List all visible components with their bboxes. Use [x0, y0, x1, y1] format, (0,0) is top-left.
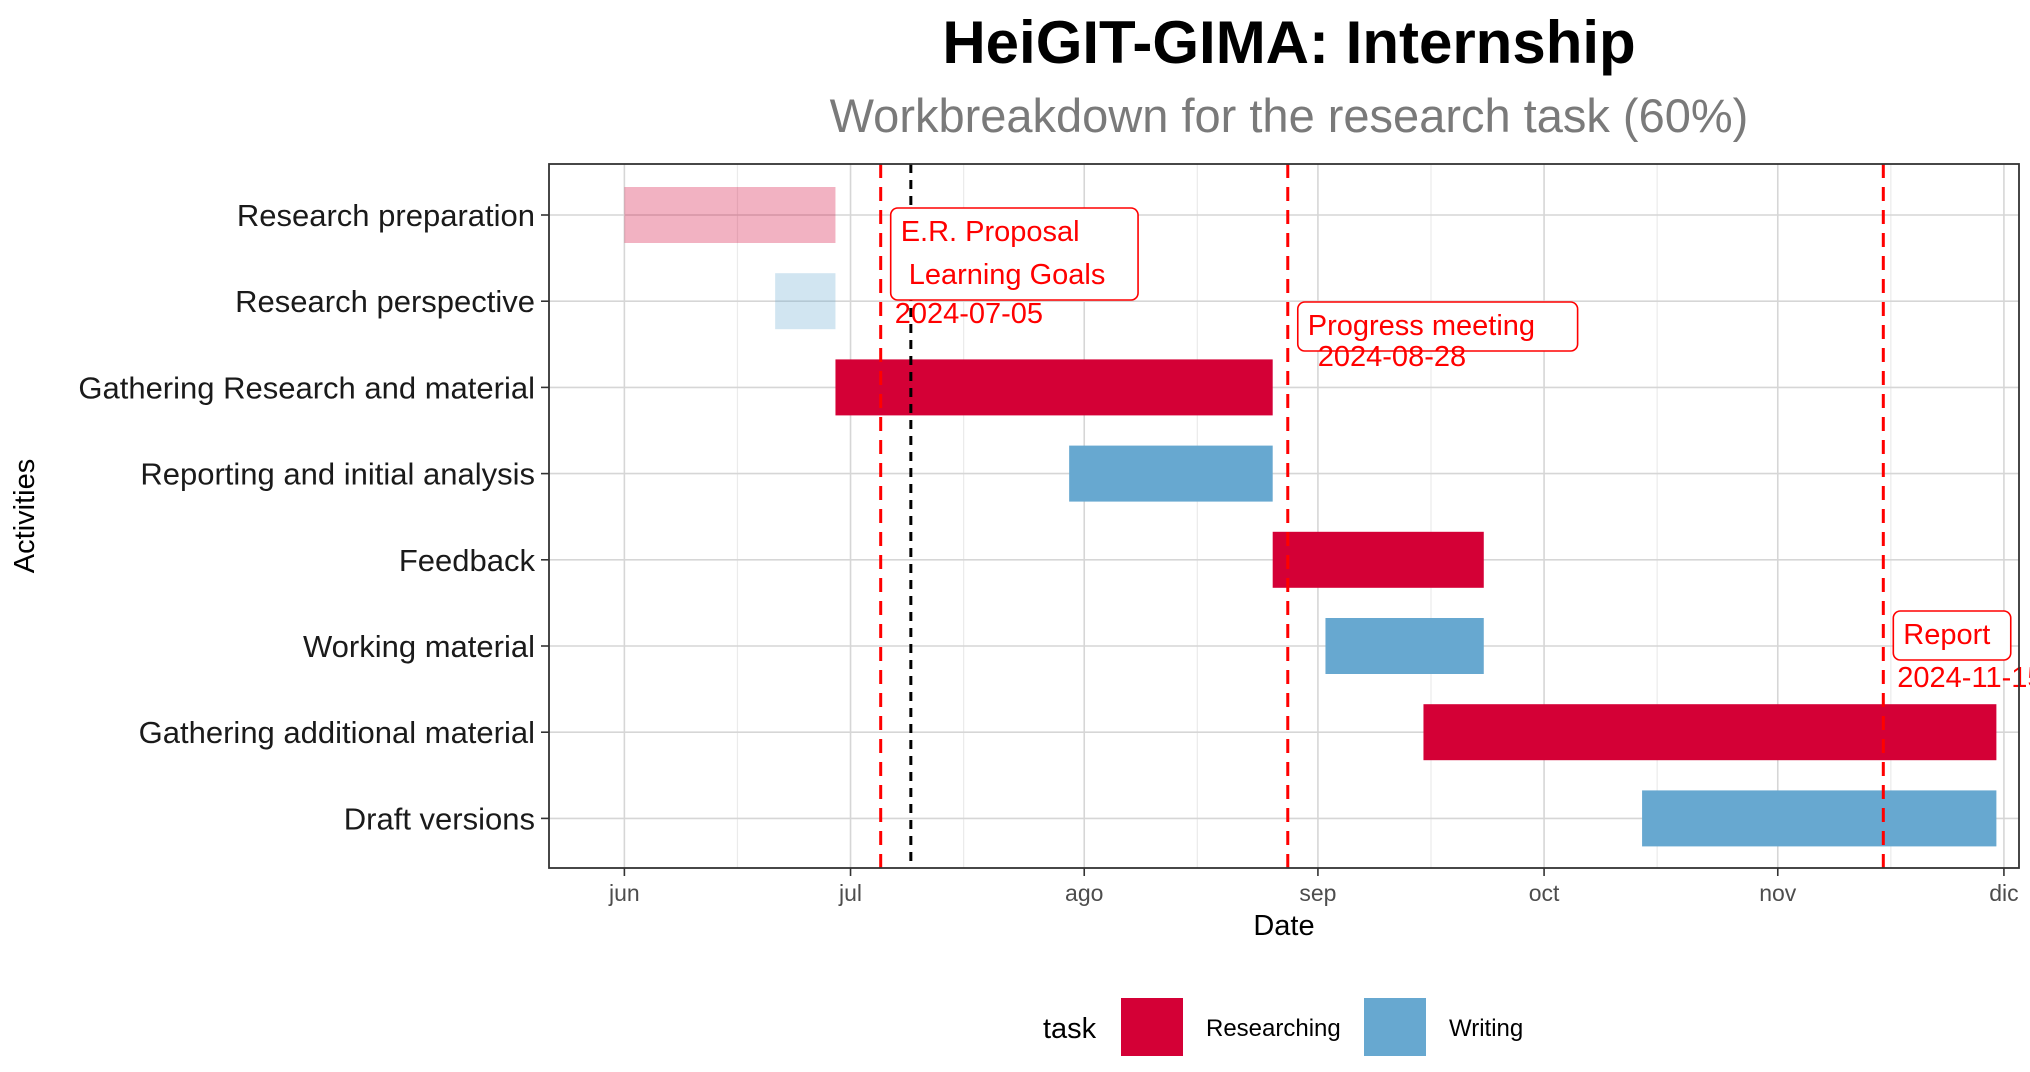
y-tick-label: Gathering Research and material — [78, 370, 535, 405]
legend-label: Writing — [1449, 1015, 1523, 1042]
gantt-bar — [835, 359, 1273, 416]
y-tick-label: Reporting and initial analysis — [140, 457, 535, 492]
milestone-date-label: 2024-07-05 — [895, 298, 1043, 330]
gantt-bar — [624, 187, 836, 243]
y-axis-title: Activities — [9, 459, 41, 573]
chart-subtitle: Workbreakdown for the research task (60%… — [829, 89, 1749, 142]
gantt-bar — [1325, 618, 1484, 674]
y-tick-label: Gathering additional material — [139, 715, 535, 750]
x-tick-label: jul — [838, 880, 862, 906]
x-tick-label: sep — [1299, 880, 1336, 906]
milestone-date-label: 2024-11-15 — [1897, 662, 2030, 694]
x-tick-label: jun — [608, 880, 640, 906]
legend-title: task — [1043, 1013, 1097, 1045]
legend-key — [1121, 998, 1183, 1056]
y-tick-label: Draft versions — [344, 801, 535, 836]
gantt-bar — [1272, 531, 1484, 588]
milestone-label: Report — [1903, 619, 1990, 651]
y-tick-label: Research preparation — [237, 198, 535, 233]
x-tick-label: ago — [1065, 880, 1103, 906]
y-tick-label: Research perspective — [235, 284, 535, 319]
milestone-label: Progress meeting — [1308, 310, 1535, 342]
x-tick-label: oct — [1529, 880, 1560, 906]
chart-title: HeiGIT-GIMA: Internship — [942, 9, 1636, 76]
legend-key — [1364, 998, 1426, 1056]
y-tick-label: Feedback — [399, 543, 536, 578]
milestone-label-box — [1296, 301, 1579, 352]
plot-panel — [549, 164, 2019, 868]
gantt-bar — [1423, 704, 1997, 761]
x-tick-label: nov — [1759, 880, 1797, 906]
gantt-bar — [1069, 445, 1273, 502]
milestone-date-label: 2024-08-28 — [1318, 341, 1466, 373]
milestone-label: Learning Goals — [909, 259, 1106, 291]
milestone-label-box — [1892, 610, 2012, 661]
milestone-label-box — [889, 207, 1139, 301]
gantt-bar — [775, 273, 836, 330]
x-tick-label: dic — [1989, 880, 2018, 906]
milestone-label: E.R. Proposal — [901, 216, 1080, 248]
y-tick-label: Working material — [303, 629, 535, 664]
gantt-bar — [1642, 790, 1997, 847]
plot-border — [548, 163, 2020, 869]
legend-label: Researching — [1206, 1015, 1341, 1042]
x-axis-title: Date — [1253, 910, 1314, 942]
